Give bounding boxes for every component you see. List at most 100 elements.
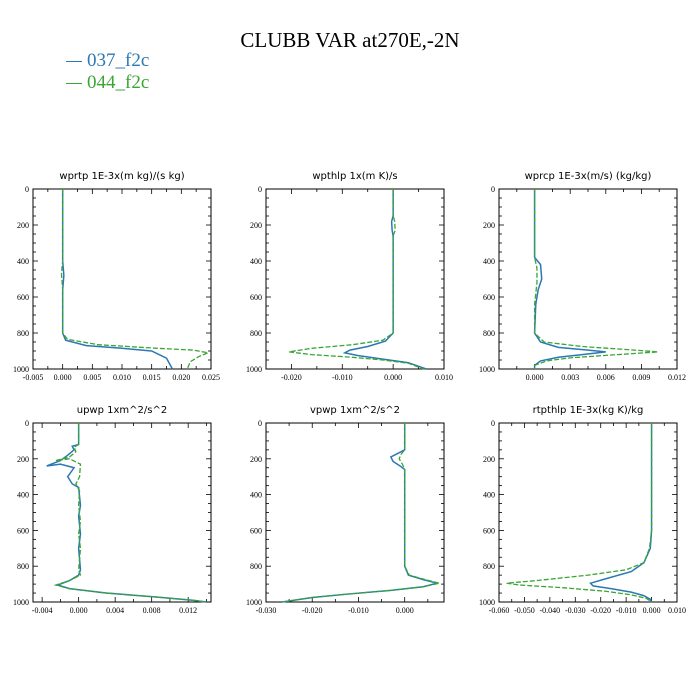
plot-frame <box>32 188 212 370</box>
panel-title: vpwp 1xm^2/s^2 <box>310 405 400 416</box>
series-line-037_f2c <box>61 189 174 370</box>
y-tick-label: 600 <box>483 293 495 302</box>
series-line-044_f2c <box>282 423 440 603</box>
legend-label: 037_f2c <box>87 50 150 71</box>
panel-title: wprtp 1E-3x(m kg)/(s kg) <box>59 171 184 182</box>
y-tick-label: 1000 <box>13 365 29 374</box>
series-line-044_f2c <box>53 423 207 603</box>
y-tick-label: 200 <box>483 221 495 230</box>
y-tick-label: 0 <box>25 419 29 428</box>
y-tick-label: 0 <box>25 185 29 194</box>
panel-3: wprcp 1E-3x(m/s) (kg/kg) 0 200 400 600 800 100… <box>479 171 686 382</box>
x-tick-label: -0.040 <box>540 606 561 615</box>
x-tick-label: 0.000 <box>384 373 402 382</box>
plot-frame <box>32 422 212 603</box>
x-tick-label: -0.030 <box>256 606 277 615</box>
y-tick-label: 0 <box>491 185 495 194</box>
chart-title: CLUBB VAR at270E,-2N <box>240 28 460 52</box>
panel-2: wpthlp 1x(m K)/s 0 200 400 600 800 1000 -0.020 -… <box>246 171 453 382</box>
legend-label: 044_f2c <box>87 72 150 93</box>
y-tick-label: 1000 <box>479 365 495 374</box>
x-tick-label: -0.020 <box>590 606 611 615</box>
y-tick-label: 600 <box>17 526 29 535</box>
y-tick-label: 200 <box>17 221 29 230</box>
y-tick-label: 1000 <box>246 365 262 374</box>
x-tick-label: 0.000 <box>396 606 414 615</box>
panel-title: wprcp 1E-3x(m/s) (kg/kg) <box>525 171 652 182</box>
y-tick-label: 200 <box>250 455 262 464</box>
y-tick-label: 0 <box>258 419 262 428</box>
x-tick-label: 0.010 <box>113 373 131 382</box>
x-tick-label: -0.060 <box>489 606 510 615</box>
x-tick-label: 0.009 <box>632 373 650 382</box>
x-tick-label: -0.010 <box>348 606 369 615</box>
plot-frame <box>498 188 678 370</box>
panel-6: rtpthlp 1E-3x(kg K)/kg02004006008001000-… <box>479 405 686 615</box>
x-tick-label: -0.010 <box>332 373 353 382</box>
series-line-037_f2c <box>46 423 207 603</box>
x-tick-label: 0.000 <box>526 373 544 382</box>
x-tick-label: -0.020 <box>281 373 302 382</box>
x-tick-label: 0.012 <box>668 373 686 382</box>
y-tick-label: 800 <box>483 329 495 338</box>
y-tick-label: 800 <box>17 562 29 571</box>
x-tick-label: 0.012 <box>179 606 197 615</box>
series-line-044_f2c <box>533 189 659 369</box>
y-tick-label: 800 <box>17 329 29 338</box>
legend-swatch-icon <box>66 61 82 63</box>
y-tick-label: 0 <box>491 419 495 428</box>
y-tick-label: 600 <box>250 293 262 302</box>
panel-title: rtpthlp 1E-3x(kg K)/kg <box>533 405 644 416</box>
y-tick-label: 1000 <box>479 598 495 607</box>
y-tick-label: 400 <box>250 257 262 266</box>
series-line-044_f2c <box>506 423 653 603</box>
x-tick-label: 0.003 <box>561 373 579 382</box>
y-tick-label: 400 <box>17 491 29 500</box>
plot-frame <box>265 422 445 603</box>
y-tick-label: 400 <box>483 491 495 500</box>
y-tick-label: 200 <box>17 455 29 464</box>
x-tick-label: 0.000 <box>54 373 72 382</box>
series-line-037_f2c <box>342 189 427 370</box>
x-tick-label: 0.000 <box>70 606 88 615</box>
x-tick-label: 0.008 <box>143 606 161 615</box>
x-tick-label: 0.005 <box>83 373 101 382</box>
panel-title: upwp 1xm^2/s^2 <box>77 405 167 416</box>
y-tick-label: 400 <box>483 257 495 266</box>
x-tick-label: 0.020 <box>172 373 190 382</box>
series-line-037_f2c <box>533 189 606 369</box>
x-tick-label: -0.010 <box>616 606 637 615</box>
plot-frame <box>265 188 445 370</box>
y-tick-label: 200 <box>250 221 262 230</box>
panel-1: wprtp 1E-3x(m kg)/(s kg) 0 200 400 600 800 100… <box>13 171 220 382</box>
x-tick-label: 0.015 <box>143 373 161 382</box>
series-line-037_f2c <box>589 423 653 603</box>
y-tick-label: 0 <box>258 185 262 194</box>
y-tick-label: 600 <box>17 293 29 302</box>
x-tick-label: 0.010 <box>435 373 453 382</box>
y-tick-label: 800 <box>250 329 262 338</box>
panel-4: upwp 1xm^2/s^2 0 200 400 600 800 1000-0.004 0.0… <box>13 405 212 615</box>
x-tick-label: 0.000 <box>643 606 661 615</box>
y-tick-label: 800 <box>250 562 262 571</box>
legend-item-044: 044_f2c <box>66 72 149 94</box>
series-line-037_f2c <box>282 423 438 603</box>
legend-item-037: 037_f2c <box>66 50 149 72</box>
x-tick-label: 0.004 <box>106 606 124 615</box>
x-tick-label: -0.004 <box>32 606 53 615</box>
series-line-044_f2c <box>288 189 424 370</box>
y-tick-label: 400 <box>17 257 29 266</box>
y-tick-label: 600 <box>483 526 495 535</box>
y-tick-label: 1000 <box>246 598 262 607</box>
x-tick-label: -0.050 <box>514 606 535 615</box>
y-tick-label: 600 <box>250 526 262 535</box>
x-tick-label: 0.025 <box>202 373 220 382</box>
y-tick-label: 1000 <box>13 598 29 607</box>
y-tick-label: 800 <box>483 562 495 571</box>
y-tick-label: 400 <box>250 491 262 500</box>
legend-swatch-icon <box>66 83 82 85</box>
panel-5: vpwp 1xm^2/s^2 0 200 400 600 800 1000-0.030 -0.… <box>246 405 445 615</box>
x-tick-label: 0.006 <box>597 373 615 382</box>
y-tick-label: 200 <box>483 455 495 464</box>
